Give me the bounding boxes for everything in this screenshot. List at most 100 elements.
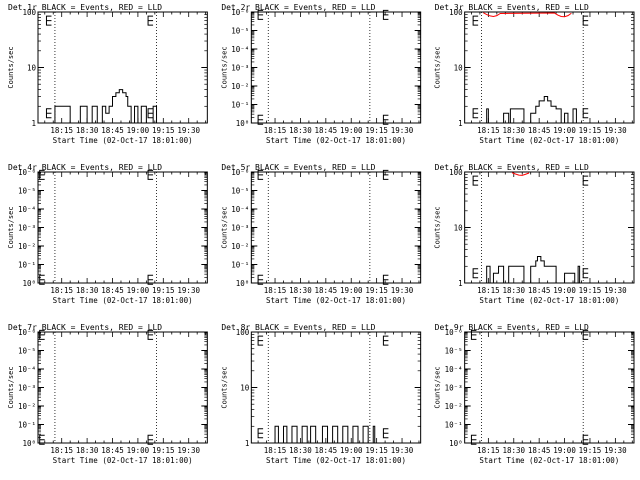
plot-frame: [37, 171, 208, 284]
panel-title: Det 9r BLACK = Events, RED = LLD: [435, 323, 589, 332]
x-tick-label: 19:00: [127, 286, 150, 295]
x-tick-label: 19:00: [340, 126, 363, 135]
event-marker-low: [582, 434, 589, 445]
event-marker-low: [470, 434, 477, 445]
event-marker-high: [472, 175, 479, 186]
x-axis-label: Start Time (02-Oct-17 18:01:00): [479, 136, 619, 145]
y-tick-label: 10: [27, 64, 37, 73]
y-axis-label: Counts/sec: [220, 46, 228, 88]
x-tick-label: 18:15: [477, 446, 500, 455]
panel-title: Det 3r BLACK = Events, RED = LLD: [435, 3, 589, 12]
y-tick-label: 10: [454, 64, 464, 73]
event-marker-high: [257, 169, 264, 180]
x-tick-label: 19:00: [127, 446, 150, 455]
x-tick-label: 18:15: [50, 286, 73, 295]
x-tick-label: 19:00: [340, 286, 363, 295]
y-axis-label: Counts/sec: [220, 206, 228, 248]
x-axis-label: Start Time (02-Oct-17 18:01:00): [53, 136, 193, 145]
y-axis-label: Counts/sec: [220, 366, 228, 408]
y-tick-label: 10⁻¹: [445, 421, 463, 430]
y-tick-label: 10⁻⁴: [18, 205, 36, 214]
y-tick-label: 10⁻⁴: [445, 365, 463, 374]
series-lld: [511, 172, 530, 176]
x-tick-label: 18:45: [315, 286, 338, 295]
x-axis-label: Start Time (02-Oct-17 18:01:00): [266, 136, 406, 145]
event-marker-low: [147, 274, 154, 285]
x-tick-label: 19:00: [340, 446, 363, 455]
event-marker-low: [472, 268, 479, 279]
x-tick-label: 18:30: [76, 126, 99, 135]
y-tick-label: 10⁻³: [231, 64, 249, 73]
x-tick-label: 19:30: [177, 126, 200, 135]
y-tick-label: 100: [449, 168, 463, 177]
panel-det-6: Det 6r BLACK = Events, RED = LLD 1 10 100 Co…: [434, 163, 635, 305]
x-tick-label: 19:30: [604, 446, 627, 455]
event-marker-high: [382, 169, 389, 180]
y-axis-label: Counts/sec: [7, 206, 15, 248]
x-tick-label: 18:15: [50, 126, 73, 135]
plot-frame: [250, 171, 422, 284]
x-tick-label: 18:15: [264, 446, 287, 455]
event-marker-low: [257, 114, 264, 125]
panel-title: Det 4r BLACK = Events, RED = LLD: [8, 163, 162, 172]
x-tick-label: 19:30: [391, 446, 414, 455]
x-tick-label: 18:30: [289, 446, 312, 455]
x-tick-label: 18:15: [477, 126, 500, 135]
x-tick-label: 18:45: [101, 126, 124, 135]
x-tick-label: 19:30: [177, 446, 200, 455]
panel-det-5: Det 5r BLACK = Events, RED = LLD 10⁰ 10⁻¹ 1…: [220, 163, 422, 305]
x-tick-label: 19:15: [152, 446, 175, 455]
panel-det-8: Det 8r BLACK = Events, RED = LLD 1 10 100 Co…: [220, 323, 422, 465]
y-tick-label: 10⁻²: [445, 402, 463, 411]
x-tick-label: 18:30: [76, 286, 99, 295]
event-marker-high: [147, 15, 154, 26]
panel-det-9: Det 9r BLACK = Events, RED = LLD 10⁰ 10⁻¹ 1…: [434, 323, 635, 465]
plot-frame: [250, 11, 422, 124]
event-marker-low: [472, 108, 479, 119]
y-tick-label: 10: [240, 384, 250, 393]
panel-det-4: Det 4r BLACK = Events, RED = LLD 10⁰ 10⁻¹ 1…: [7, 163, 208, 305]
y-tick-label: 10⁻³: [445, 384, 463, 393]
x-tick-label: 19:15: [365, 446, 388, 455]
y-tick-label: 10⁻⁴: [18, 365, 36, 374]
x-tick-label: 19:15: [365, 126, 388, 135]
panel-title: Det 2r BLACK = Events, RED = LLD: [221, 3, 375, 12]
x-tick-label: 18:15: [264, 126, 287, 135]
y-axis-label: Counts/sec: [7, 46, 15, 88]
x-tick-label: 18:30: [502, 286, 525, 295]
x-tick-label: 18:15: [477, 286, 500, 295]
y-axis-label: Counts/sec: [7, 366, 15, 408]
x-axis-label: Start Time (02-Oct-17 18:01:00): [479, 456, 619, 465]
x-tick-label: 19:00: [553, 446, 576, 455]
x-tick-label: 18:30: [289, 286, 312, 295]
event-marker-high: [582, 329, 589, 340]
y-tick-label: 10⁻⁶: [231, 8, 249, 17]
x-tick-label: 18:30: [289, 126, 312, 135]
event-marker-high: [582, 175, 589, 186]
x-tick-label: 18:45: [101, 446, 124, 455]
event-marker-low: [382, 274, 389, 285]
y-tick-label: 10⁻³: [18, 384, 36, 393]
y-tick-label: 10⁻²: [18, 242, 36, 251]
y-tick-label: 10⁻⁶: [18, 168, 36, 177]
y-tick-label: 10⁻⁵: [445, 347, 463, 356]
event-marker-high: [382, 9, 389, 20]
y-tick-label: 10⁻³: [231, 224, 249, 233]
y-tick-label: 10⁻⁴: [231, 205, 249, 214]
x-axis-label: Start Time (02-Oct-17 18:01:00): [53, 296, 193, 305]
event-marker-high: [39, 169, 45, 180]
x-tick-label: 19:30: [391, 286, 414, 295]
x-tick-label: 18:45: [315, 446, 338, 455]
y-tick-label: 10⁻²: [231, 242, 249, 251]
y-tick-label: 10⁰: [449, 439, 463, 448]
y-tick-label: 10⁻¹: [231, 261, 249, 270]
y-tick-label: 10⁻⁵: [18, 347, 36, 356]
y-tick-label: 100: [449, 8, 463, 17]
y-tick-label: 1: [245, 439, 250, 448]
series-lld: [483, 12, 572, 18]
x-tick-label: 18:45: [315, 126, 338, 135]
x-tick-label: 19:00: [127, 126, 150, 135]
plot-frame: [37, 331, 208, 444]
y-tick-label: 10⁻⁶: [18, 328, 36, 337]
event-marker-low: [582, 268, 589, 279]
